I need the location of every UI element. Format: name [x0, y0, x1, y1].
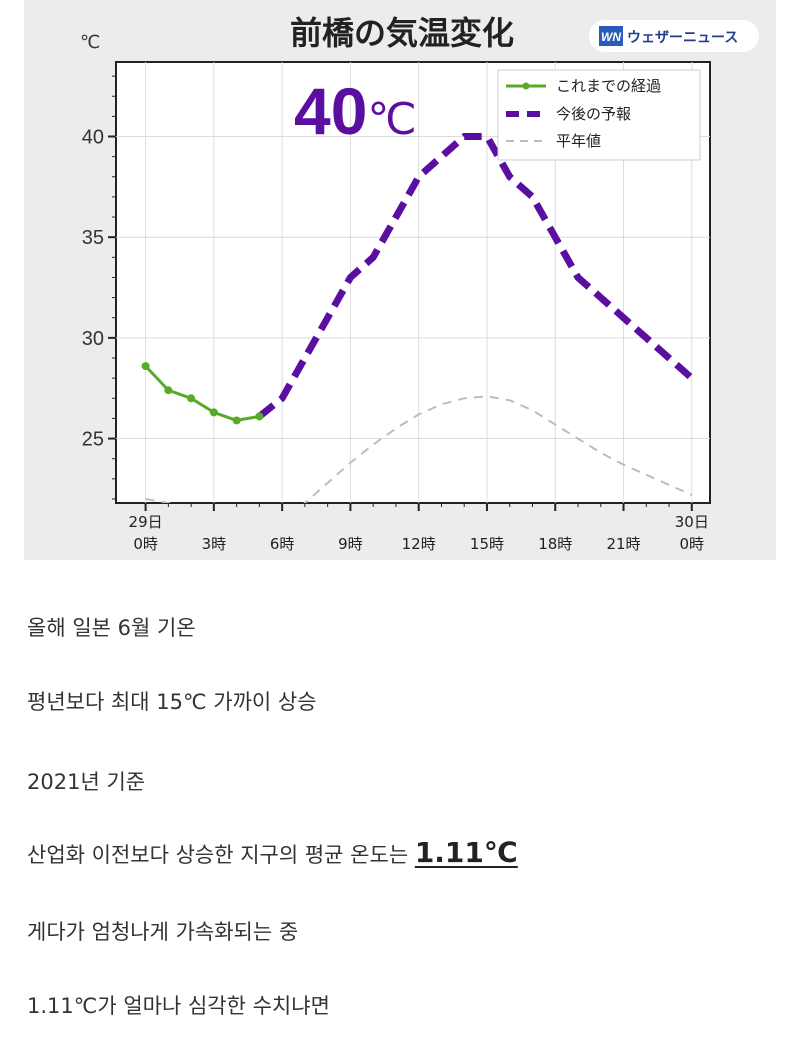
legend-label-forecast: 今後の予報 [556, 105, 631, 123]
legend-label-normal: 平年値 [556, 132, 601, 150]
legend: これまでの経過 今後の予報 平年値 [497, 69, 701, 161]
caption-line: 평년보다 최대 15℃ 가까이 상승 [27, 686, 317, 716]
series-point-observed [255, 412, 264, 421]
x-tick-label-hour: 18時 [538, 535, 572, 553]
brand-logo: WN ウェザーニュース [589, 20, 759, 52]
x-tick-label-hour: 21時 [606, 535, 640, 553]
legend-swatch-observed-marker [522, 82, 530, 90]
x-tick-label-hour: 6時 [270, 535, 295, 553]
series-layer [141, 133, 695, 503]
caption-text: 2021년 기준 [27, 770, 146, 794]
x-axis: 29日 0時 3時 6時 9時 12時 15時 18時 21時 30日 0時 [129, 503, 709, 553]
brand-name: ウェザーニュース [627, 30, 738, 46]
y-unit-label: ℃ [80, 32, 100, 53]
series-point-observed [164, 386, 173, 395]
caption-line: 올해 일본 6월 기온 [27, 612, 196, 642]
series-point-observed [141, 362, 150, 371]
series-line-forecast [257, 133, 695, 420]
y-tick-label: 30 [82, 328, 104, 350]
max-temp-unit: ℃ [367, 95, 416, 144]
series-line-normal [145, 395, 693, 503]
caption-text: 1.11℃가 얼마나 심각한 수치냐면 [27, 994, 330, 1018]
chart-panel: 前橋の気温変化 ℃ WN ウェザーニュース 25 30 35 40 29日 0時 3時 6時… [24, 0, 776, 560]
caption-text: 산업화 이전보다 상승한 지구의 평균 온도는 [27, 843, 415, 867]
brand-logo-mark: WN [601, 30, 621, 44]
caption-text: 올해 일본 6월 기온 [27, 616, 196, 640]
max-temp-highlight: 40℃ [294, 74, 417, 148]
caption-line: 산업화 이전보다 상승한 지구의 평균 온도는 1.11℃ [27, 836, 518, 869]
x-tick-label-hour: 12時 [402, 535, 436, 553]
caption-line: 2021년 기준 [27, 766, 145, 796]
caption-highlight-value: 1.11℃ [414, 836, 518, 869]
x-tick-label-day: 29日 [129, 513, 163, 531]
grid [116, 62, 710, 503]
caption-text: 평년보다 최대 15℃ 가까이 상승 [27, 690, 317, 714]
x-tick-label-hour: 0時 [133, 535, 158, 553]
temperature-chart: 前橋の気温変化 ℃ WN ウェザーニュース 25 30 35 40 29日 0時 3時 6時… [80, 14, 759, 553]
x-tick-label-hour: 0時 [680, 535, 705, 553]
max-temp-value: 40 [294, 74, 367, 148]
legend-label-observed: これまでの経過 [556, 77, 661, 95]
series-point-observed [209, 408, 218, 417]
y-tick-label: 40 [82, 127, 104, 149]
chart-title: 前橋の気温変化 [290, 14, 514, 52]
x-tick-label-hour: 3時 [202, 535, 227, 553]
x-tick-label-day: 30日 [675, 513, 709, 531]
caption-line: 1.11℃가 얼마나 심각한 수치냐면 [27, 990, 330, 1020]
y-tick-label: 35 [82, 227, 104, 249]
y-tick-label: 25 [82, 429, 104, 451]
caption-text: 게다가 엄청나게 가속화되는 중 [27, 920, 299, 944]
y-axis: 25 30 35 40 [82, 75, 116, 500]
series-point-observed [232, 416, 241, 425]
series-point-observed [187, 394, 196, 403]
caption-line: 게다가 엄청나게 가속화되는 중 [27, 916, 298, 946]
x-tick-label-hour: 15時 [470, 535, 504, 553]
x-tick-label-hour: 9時 [338, 535, 363, 553]
